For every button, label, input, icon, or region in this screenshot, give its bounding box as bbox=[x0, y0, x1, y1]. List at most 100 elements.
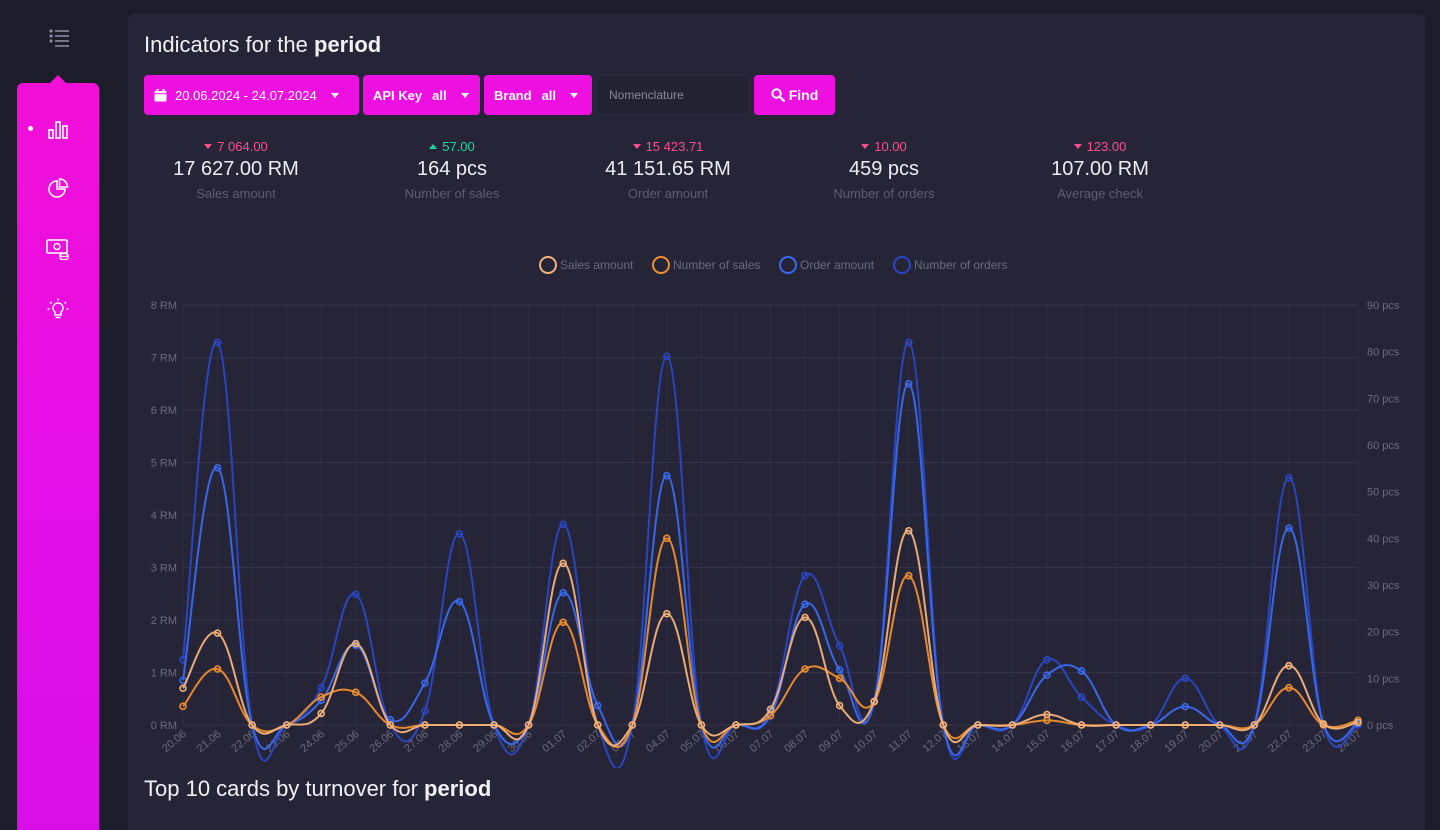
y-left-tick-label: 1 RM bbox=[151, 668, 177, 680]
data-point bbox=[801, 665, 809, 673]
legend-marker bbox=[893, 256, 911, 274]
data-point bbox=[1181, 674, 1190, 683]
kpi-value: 107.00 RM bbox=[1051, 158, 1149, 180]
data-point bbox=[421, 707, 429, 715]
find-button[interactable]: Find bbox=[754, 75, 835, 115]
y-right-tick-label: 10 pcs bbox=[1367, 673, 1400, 685]
x-tick-label: 22.07 bbox=[1266, 728, 1295, 755]
data-point bbox=[1077, 693, 1086, 701]
y-left-tick-label: 3 RM bbox=[151, 563, 177, 575]
x-tick-label: 26.06 bbox=[367, 728, 396, 755]
arrow-down-icon bbox=[204, 143, 213, 149]
x-tick-label: 17.07 bbox=[1093, 728, 1122, 755]
data-point bbox=[1319, 720, 1328, 728]
kpi-average-check: 123.00 107.00 RM Average check bbox=[992, 138, 1208, 202]
x-tick-label: 19.07 bbox=[1162, 728, 1191, 755]
data-point bbox=[559, 588, 567, 597]
x-tick-label: 20.07 bbox=[1197, 728, 1226, 755]
data-point bbox=[766, 705, 775, 714]
data-point bbox=[1285, 661, 1293, 670]
data-point bbox=[1250, 721, 1259, 729]
legend-marker bbox=[652, 256, 670, 274]
data-point bbox=[213, 463, 222, 472]
legend-item: Sales amount bbox=[560, 258, 634, 272]
kpi-value: 164 pcs bbox=[416, 158, 488, 180]
sidebar-item-analytics[interactable] bbox=[17, 109, 99, 149]
date-range-dropdown[interactable]: 20.06.2024 - 24.07.2024 bbox=[144, 75, 359, 115]
line-chart: 0 RM 1 RM 2 RM 3 RM 4 RM 5 RM 6 RM 7 RM 8 RM 0 pc… bbox=[151, 256, 1400, 770]
kpi-delta: 7 064.00 bbox=[128, 138, 344, 154]
series-line bbox=[182, 529, 1359, 747]
arrow-down-icon bbox=[1073, 143, 1082, 149]
data-point bbox=[835, 641, 844, 650]
api-key-dropdown[interactable]: API Key all bbox=[363, 75, 480, 115]
y-left-tick-label: 4 RM bbox=[151, 510, 177, 522]
data-point bbox=[1285, 524, 1293, 532]
data-point bbox=[732, 721, 740, 729]
data-point bbox=[663, 471, 671, 480]
calendar-icon bbox=[154, 88, 167, 101]
find-label: Find bbox=[788, 87, 819, 103]
data-point bbox=[317, 683, 326, 692]
legend-marker bbox=[539, 256, 557, 274]
y-left-tick-label: 0 RM bbox=[151, 720, 177, 732]
lightbulb-icon bbox=[47, 298, 69, 319]
section-title-top-cards: Top 10 cards by turnover for period bbox=[144, 776, 492, 801]
y-left-tick-label: 7 RM bbox=[151, 353, 177, 365]
y-right-tick-label: 70 pcs bbox=[1367, 393, 1400, 405]
sidebar-toggle-button[interactable] bbox=[44, 24, 74, 52]
y-right-tick-label: 0 pcs bbox=[1367, 720, 1394, 732]
data-point bbox=[421, 721, 429, 729]
data-point bbox=[351, 590, 360, 599]
date-range-value: 20.06.2024 - 24.07.2024 bbox=[175, 87, 317, 103]
sidebar-item-ideas[interactable] bbox=[17, 289, 99, 329]
data-point bbox=[801, 571, 809, 580]
data-point bbox=[593, 721, 602, 729]
arrow-up-icon bbox=[429, 143, 438, 149]
y-right-tick-label: 90 pcs bbox=[1367, 300, 1400, 312]
arrow-down-icon bbox=[861, 143, 870, 149]
brand-dropdown[interactable]: Brand all bbox=[484, 75, 592, 115]
brand-label: Brand bbox=[494, 87, 532, 103]
sidebar-item-reports[interactable] bbox=[17, 169, 99, 209]
sidebar-item-finance[interactable] bbox=[17, 229, 99, 269]
data-point bbox=[351, 639, 360, 648]
data-point bbox=[904, 379, 913, 388]
data-point bbox=[317, 709, 326, 718]
x-tick-label: 14.07 bbox=[990, 728, 1019, 755]
pie-chart-icon bbox=[48, 178, 69, 198]
kpi-number-of-sales: 57.00 164 pcs Number of sales bbox=[344, 138, 560, 202]
sidebar bbox=[17, 75, 99, 830]
data-point bbox=[974, 721, 982, 729]
data-point bbox=[213, 338, 222, 347]
x-tick-label: 11.07 bbox=[886, 728, 914, 754]
data-point bbox=[455, 529, 464, 538]
data-point bbox=[628, 721, 637, 729]
x-tick-label: 01.07 bbox=[540, 728, 569, 755]
data-point bbox=[248, 721, 256, 729]
data-point bbox=[939, 721, 948, 729]
data-point bbox=[835, 674, 844, 683]
data-point bbox=[835, 701, 844, 710]
data-point bbox=[559, 559, 567, 568]
chevron-down-icon bbox=[570, 92, 579, 98]
kpi-value: 459 pcs bbox=[848, 158, 920, 180]
data-point bbox=[179, 702, 187, 711]
indicators-chart: 0 RM 1 RM 2 RM 3 RM 4 RM 5 RM 6 RM 7 RM 8 RM 0 pc… bbox=[128, 248, 1425, 770]
kpi-label: Number of orders bbox=[833, 186, 935, 201]
data-point bbox=[697, 721, 706, 729]
x-tick-label: 28.06 bbox=[437, 728, 466, 755]
y-left-tick-label: 6 RM bbox=[151, 405, 177, 417]
data-point bbox=[1043, 655, 1051, 664]
data-point bbox=[663, 534, 671, 543]
kpi-delta: 10.00 bbox=[776, 138, 992, 154]
nomenclature-input[interactable] bbox=[596, 75, 750, 115]
data-point bbox=[213, 629, 222, 637]
data-point bbox=[1181, 702, 1190, 711]
y-left-tick-label: 5 RM bbox=[151, 458, 177, 470]
x-tick-label: 07.07 bbox=[748, 728, 777, 755]
x-tick-label: 16.07 bbox=[1059, 728, 1088, 755]
kpi-label: Average check bbox=[1057, 186, 1143, 201]
data-point bbox=[801, 613, 809, 622]
kpi-value: 41 151.65 RM bbox=[605, 158, 731, 180]
